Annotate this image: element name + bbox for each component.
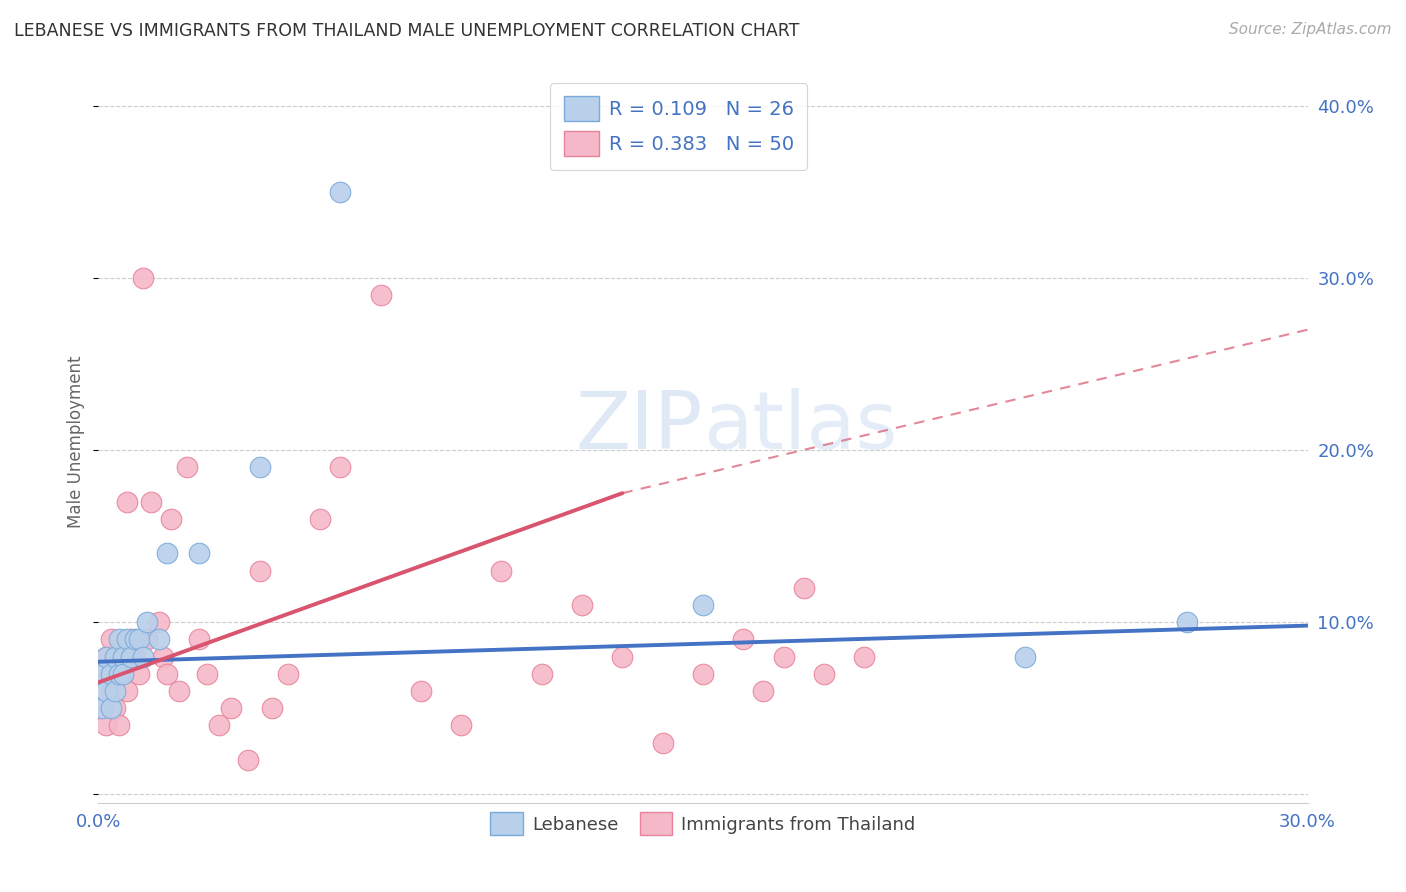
Text: atlas: atlas xyxy=(703,388,897,467)
Point xyxy=(329,185,352,199)
Point xyxy=(160,512,183,526)
Point xyxy=(208,718,231,732)
Point xyxy=(135,632,157,647)
Point xyxy=(152,649,174,664)
Point xyxy=(132,649,155,664)
Point xyxy=(115,494,138,508)
Point xyxy=(167,684,190,698)
Legend: Lebanese, Immigrants from Thailand: Lebanese, Immigrants from Thailand xyxy=(481,803,925,845)
Point xyxy=(96,649,118,664)
Point xyxy=(491,564,513,578)
Point xyxy=(120,632,142,647)
Point xyxy=(236,753,259,767)
Point xyxy=(115,632,138,647)
Point xyxy=(692,598,714,612)
Point xyxy=(156,546,179,560)
Point xyxy=(813,666,835,681)
Point xyxy=(176,460,198,475)
Point xyxy=(853,649,876,664)
Point xyxy=(132,271,155,285)
Point xyxy=(100,632,122,647)
Point xyxy=(1014,649,1036,664)
Text: Source: ZipAtlas.com: Source: ZipAtlas.com xyxy=(1229,22,1392,37)
Point xyxy=(249,460,271,475)
Point xyxy=(100,684,122,698)
Point xyxy=(103,649,125,664)
Point xyxy=(135,615,157,630)
Point xyxy=(195,666,218,681)
Point xyxy=(107,649,129,664)
Text: ZIP: ZIP xyxy=(575,388,703,467)
Point xyxy=(124,649,146,664)
Point xyxy=(148,615,170,630)
Point xyxy=(107,632,129,647)
Point xyxy=(156,666,179,681)
Point xyxy=(139,494,162,508)
Point xyxy=(107,666,129,681)
Point xyxy=(91,666,114,681)
Point xyxy=(692,666,714,681)
Point xyxy=(100,666,122,681)
Point xyxy=(221,701,243,715)
Point xyxy=(96,718,118,732)
Point xyxy=(91,666,114,681)
Point xyxy=(772,649,794,664)
Point xyxy=(450,718,472,732)
Point xyxy=(370,288,392,302)
Point xyxy=(309,512,332,526)
Point xyxy=(107,718,129,732)
Point xyxy=(91,701,114,715)
Point xyxy=(128,666,150,681)
Point xyxy=(612,649,634,664)
Point xyxy=(752,684,775,698)
Point xyxy=(260,701,283,715)
Point xyxy=(96,649,118,664)
Point xyxy=(188,632,211,647)
Point xyxy=(111,649,134,664)
Point xyxy=(148,632,170,647)
Point xyxy=(530,666,553,681)
Point xyxy=(249,564,271,578)
Point xyxy=(277,666,299,681)
Point xyxy=(124,632,146,647)
Point xyxy=(329,460,352,475)
Point xyxy=(128,632,150,647)
Point xyxy=(188,546,211,560)
Point xyxy=(571,598,593,612)
Point xyxy=(103,684,125,698)
Point xyxy=(100,701,122,715)
Point xyxy=(651,735,673,749)
Point xyxy=(115,684,138,698)
Point xyxy=(1175,615,1198,630)
Text: LEBANESE VS IMMIGRANTS FROM THAILAND MALE UNEMPLOYMENT CORRELATION CHART: LEBANESE VS IMMIGRANTS FROM THAILAND MAL… xyxy=(14,22,800,40)
Point xyxy=(91,701,114,715)
Point xyxy=(120,649,142,664)
Point xyxy=(793,581,815,595)
Point xyxy=(111,666,134,681)
Y-axis label: Male Unemployment: Male Unemployment xyxy=(67,355,86,528)
Point xyxy=(733,632,755,647)
Point xyxy=(96,684,118,698)
Point xyxy=(111,666,134,681)
Point xyxy=(103,701,125,715)
Point xyxy=(409,684,432,698)
Point xyxy=(103,666,125,681)
